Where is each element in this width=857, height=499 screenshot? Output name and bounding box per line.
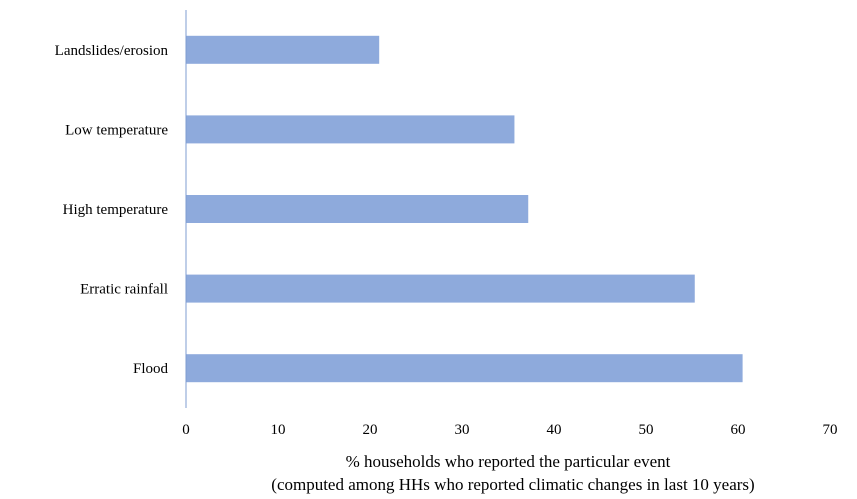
- x-tick-label: 20: [363, 422, 378, 438]
- bar-low-temperature: [186, 115, 515, 144]
- x-tick-label: 0: [182, 422, 190, 438]
- bar-flood: [186, 354, 743, 383]
- x-tick-label: 60: [731, 422, 746, 438]
- bar-landslides-erosion: [186, 35, 380, 64]
- category-labels: Landslides/erosion Low temperature High te…: [55, 43, 169, 377]
- category-label: Erratic rainfall: [80, 282, 168, 298]
- bar-erratic-rainfall: [186, 274, 695, 303]
- category-label: Low temperature: [65, 122, 168, 138]
- category-label: Flood: [133, 361, 169, 377]
- category-label: High temperature: [63, 202, 169, 218]
- x-tick-labels: 0 10 20 30 40 50 60 70: [182, 422, 837, 438]
- bar-high-temperature: [186, 195, 529, 223]
- x-axis-label-line1: % households who reported the particular…: [346, 452, 671, 471]
- bars-group: [186, 35, 743, 383]
- x-axis-label-line2: (computed among HHs who reported climati…: [271, 475, 754, 494]
- category-label: Landslides/erosion: [55, 43, 169, 59]
- x-tick-label: 40: [547, 422, 562, 438]
- x-tick-label: 50: [639, 422, 654, 438]
- x-tick-label: 30: [455, 422, 470, 438]
- x-tick-label: 10: [271, 422, 286, 438]
- x-tick-label: 70: [823, 422, 838, 438]
